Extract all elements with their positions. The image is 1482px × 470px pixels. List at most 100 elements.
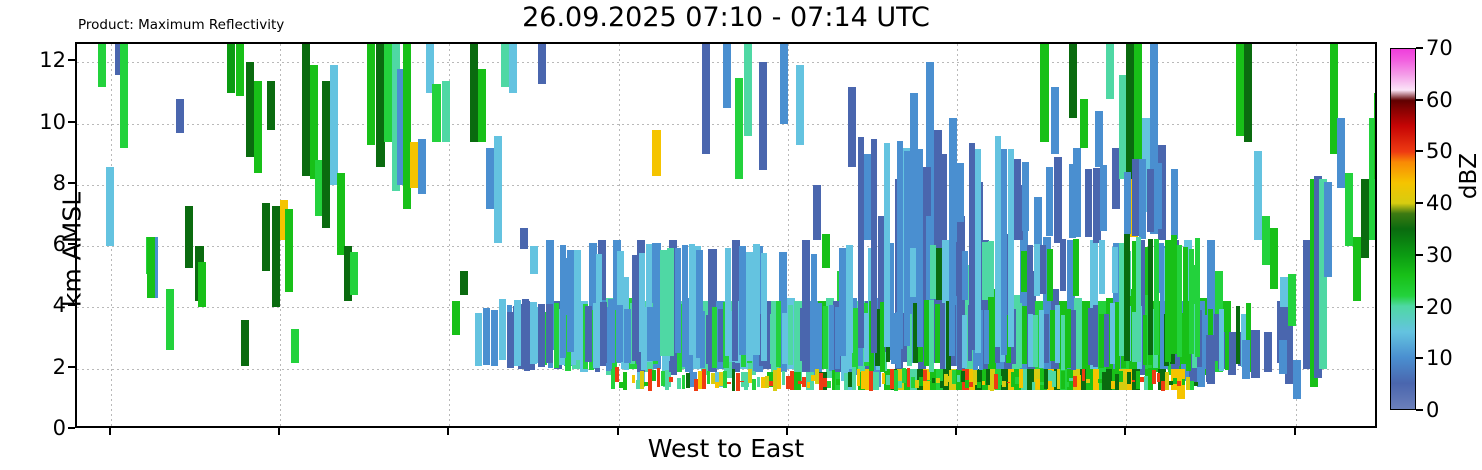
y-axis-tick <box>68 59 75 61</box>
heatmap-cell <box>707 371 711 384</box>
heatmap-cell <box>1098 379 1102 383</box>
heatmap-cell <box>736 373 740 392</box>
heatmap-cell <box>746 252 752 361</box>
heatmap-cell <box>452 301 460 335</box>
heatmap-cell <box>418 139 426 194</box>
heatmap-cell <box>780 44 788 124</box>
heatmap-cell <box>727 382 731 384</box>
heatmap-cell <box>1112 247 1118 293</box>
heatmap-cell <box>940 381 944 388</box>
heatmap-cell <box>1123 374 1127 389</box>
heatmap-cell <box>1034 197 1042 246</box>
heatmap-cell <box>1017 303 1022 368</box>
heatmap-cell <box>1206 335 1214 382</box>
heatmap-cell <box>952 370 956 384</box>
heatmap-cell <box>1055 305 1060 362</box>
heatmap-cell <box>1124 234 1129 361</box>
heatmap-cell <box>858 137 864 348</box>
heatmap-cell <box>962 251 968 300</box>
heatmap-cell <box>990 375 994 391</box>
heatmap-cell <box>848 87 856 167</box>
heatmap-cell <box>723 44 731 108</box>
heatmap-cell <box>644 382 648 386</box>
colorbar-tick-label: 40 <box>1426 191 1453 215</box>
colorbar-label: dBZ <box>1456 116 1482 236</box>
heatmap-cell <box>291 329 299 363</box>
heatmap-cell <box>1157 373 1161 382</box>
heatmap-cell <box>739 246 745 355</box>
heatmap-cell <box>1034 244 1040 295</box>
heatmap-cell <box>652 370 656 381</box>
heatmap-cell <box>475 313 482 366</box>
heatmap-cell <box>848 372 852 387</box>
colorbar-tick-label: 10 <box>1426 346 1453 370</box>
x-axis-tick <box>1124 428 1126 435</box>
heatmap-cell <box>956 242 962 296</box>
heatmap-cell <box>744 44 752 136</box>
heatmap-cell <box>1132 380 1136 382</box>
heatmap-cell <box>1169 381 1173 385</box>
y-axis-tick <box>68 366 75 368</box>
heatmap-cell <box>1048 370 1052 381</box>
heatmap-cell <box>915 380 919 388</box>
heatmap-cell <box>732 246 738 361</box>
heatmap-cell <box>1345 173 1353 247</box>
y-axis-tick-label: 12 <box>39 48 66 72</box>
heatmap-cell <box>869 370 873 391</box>
heatmap-cell <box>636 380 640 389</box>
heatmap-cell <box>696 250 702 358</box>
heatmap-cell <box>782 313 787 364</box>
heatmap-cell <box>608 299 615 363</box>
heatmap-cell <box>611 369 615 389</box>
y-axis-tick-label: 6 <box>53 232 66 256</box>
heatmap-cell <box>786 376 790 389</box>
heatmap-cell <box>1107 377 1111 386</box>
heatmap-cell <box>712 307 717 368</box>
heatmap-cell <box>932 378 936 383</box>
heatmap-cell <box>530 302 537 364</box>
heatmap-cell <box>585 306 592 362</box>
heatmap-cell <box>1214 314 1219 362</box>
heatmap-cell <box>1194 382 1198 386</box>
heatmap-cell <box>977 382 981 388</box>
heatmap-cell <box>1060 239 1066 291</box>
heatmap-cell <box>844 373 848 390</box>
heatmap-cell <box>1073 376 1077 387</box>
heatmap-cell <box>1177 381 1181 387</box>
heatmap-cell <box>1111 381 1115 390</box>
colorbar-tick <box>1416 357 1423 359</box>
colorbar-tick-label: 60 <box>1426 88 1453 112</box>
colorbar-tick <box>1416 202 1423 204</box>
heatmap-cell <box>873 377 877 384</box>
heatmap-cell <box>1054 165 1061 232</box>
heatmap-cell <box>616 305 623 361</box>
heatmap-cell <box>1155 163 1162 229</box>
heatmap-cell <box>982 242 988 300</box>
heatmap-cell <box>682 245 688 354</box>
heatmap-cell <box>1244 44 1252 142</box>
heatmap-cell <box>802 377 806 387</box>
heatmap-cell <box>777 368 781 389</box>
heatmap-cell <box>689 244 695 355</box>
heatmap-cell <box>1132 159 1139 236</box>
heatmap-cell <box>1051 87 1059 154</box>
heatmap-cell <box>735 78 743 179</box>
heatmap-cell <box>1189 249 1194 354</box>
heatmap-cell <box>1008 149 1014 347</box>
heatmap-cell <box>1324 182 1332 277</box>
heatmap-cell <box>337 173 345 256</box>
heatmap-cell <box>1183 247 1188 354</box>
heatmap-cell <box>254 81 262 173</box>
heatmap-cell <box>262 203 270 270</box>
heatmap-cell <box>1088 308 1093 365</box>
heatmap-cell <box>1369 118 1377 241</box>
heatmap-cell <box>1014 159 1021 232</box>
heatmap-cell <box>1165 240 1170 362</box>
heatmap-cell <box>1093 168 1100 232</box>
heatmap-cell <box>652 130 660 176</box>
heatmap-cell <box>432 84 440 142</box>
y-axis-tick <box>68 182 75 184</box>
heatmap-cell <box>1044 314 1049 363</box>
heatmap-cell <box>509 44 517 93</box>
heatmap-cell <box>823 306 828 369</box>
